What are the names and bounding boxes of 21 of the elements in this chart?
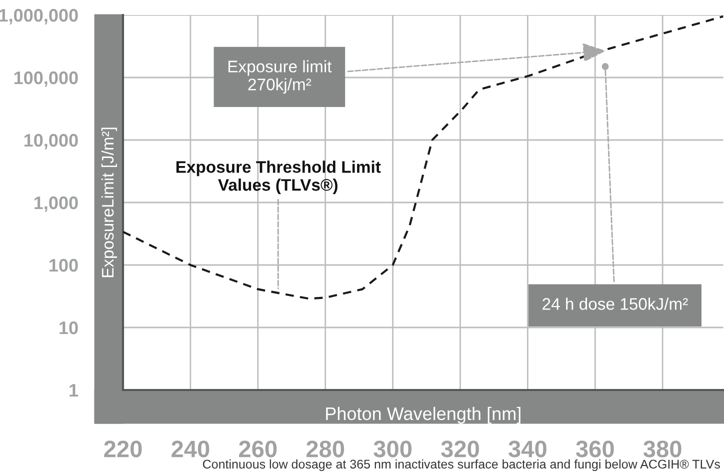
x-tick-label: 340 xyxy=(508,440,546,458)
y-tick-label: 1 xyxy=(70,384,78,397)
annotation: Exposure limit 270kj/m² xyxy=(228,60,332,94)
x-tick-label: 380 xyxy=(643,440,682,458)
y-tick-label: 100 xyxy=(50,258,78,272)
annotation: 24 h dose 150kJ/m² xyxy=(542,298,688,310)
x-tick-label: 260 xyxy=(239,440,277,458)
annotation: Exposure Threshold Limit Values (TLVs®) xyxy=(176,160,381,194)
x-tick-label: 300 xyxy=(374,440,412,458)
x-tick-label: 360 xyxy=(576,440,614,458)
y-tick-label: 1,000 xyxy=(34,196,78,212)
x-axis-title: Photon Wavelength [nm] xyxy=(326,406,520,424)
y-tick-label: 10,000 xyxy=(24,134,78,150)
y-tick-label: 100,000 xyxy=(14,71,78,87)
x-tick-label: 220 xyxy=(104,440,142,458)
y-axis-title: ExposureLimit [J/m²] xyxy=(101,128,117,278)
x-tick-label: 320 xyxy=(441,440,479,458)
x-tick-label: 280 xyxy=(306,440,344,458)
text: Continuous low dosage at 365 nm inactivates surface bacteria and fungi below ACGIH® TLVs xyxy=(202,459,720,472)
x-tick-label: 240 xyxy=(172,440,210,458)
y-tick-label: 10 xyxy=(60,321,78,334)
